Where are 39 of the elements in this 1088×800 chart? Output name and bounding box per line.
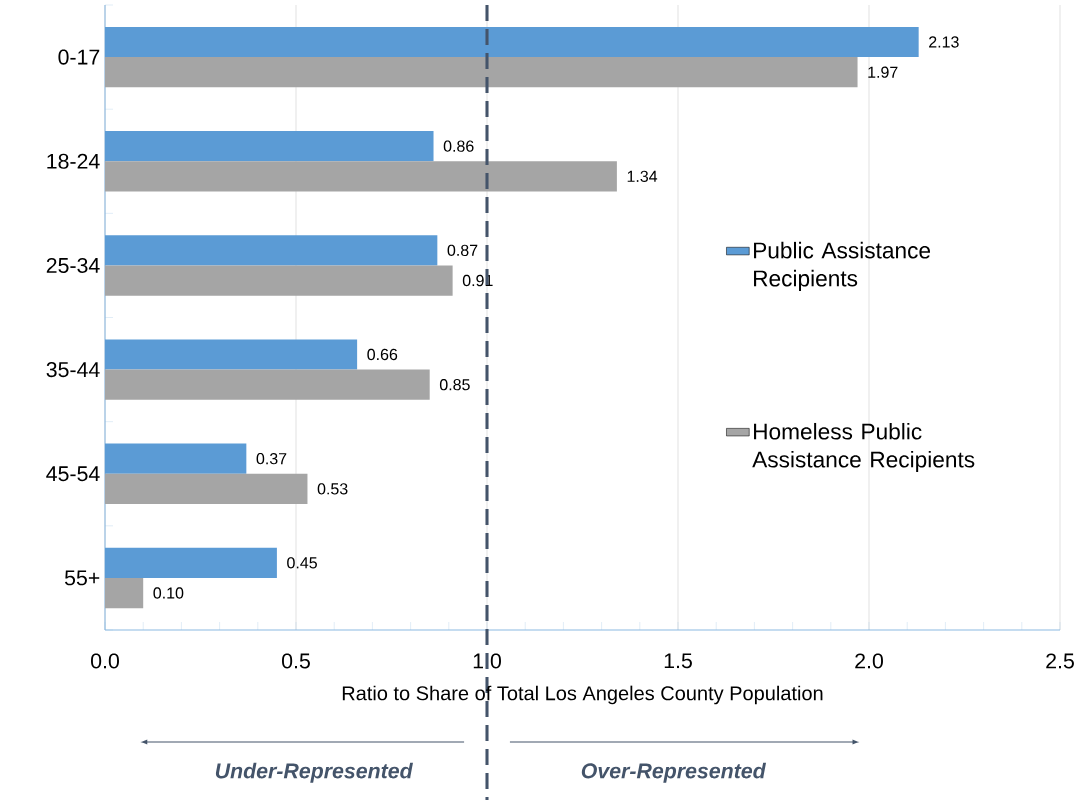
data-label: 0.45 [287,557,317,569]
bar [105,473,308,504]
bar [105,577,144,609]
y-tick-label: 25-34 [46,257,100,273]
text: Over-Represented [581,762,767,783]
bar [105,443,247,474]
data-label: 0.10 [153,587,184,599]
y-tick-label: 55+ [64,570,100,586]
data-label: 1.34 [627,170,658,183]
data-label: 1.97 [868,66,898,78]
bar [105,547,277,578]
y-tick-label: 0-17 [58,49,100,65]
data-label: 0.66 [367,348,398,361]
data-label: 0.37 [256,453,287,465]
x-tick-label: 1.5 [664,653,692,669]
bar [105,26,919,58]
x-tick-label: 2.5 [1046,653,1074,669]
bar [105,161,617,192]
data-label: 0.87 [447,244,478,256]
data-label: 2.13 [929,36,959,48]
legend-label: Homeless Public Assistance Recipients [752,422,975,473]
bar [105,235,438,266]
data-label: 0.86 [443,140,474,152]
bar [105,339,358,370]
legend-label: Public Assistance Recipients [754,241,931,291]
y-tick-label: 45-54 [46,466,100,482]
x-tick-label: 0.5 [282,653,310,669]
text: Under-Represented [215,762,413,783]
bar [105,369,430,400]
x-tick-label: 2.0 [855,653,883,669]
y-tick-label: 18-24 [47,153,100,169]
bar [105,131,434,162]
bar [105,265,453,296]
bar [105,57,858,88]
data-label: 0.53 [317,483,348,495]
y-tick-label: 35-44 [46,362,100,378]
data-label: 0.85 [439,379,470,391]
x-axis-title: Ratio to Share of Total Los Angeles County Population [342,685,823,705]
x-tick-label: 0.0 [91,653,119,669]
